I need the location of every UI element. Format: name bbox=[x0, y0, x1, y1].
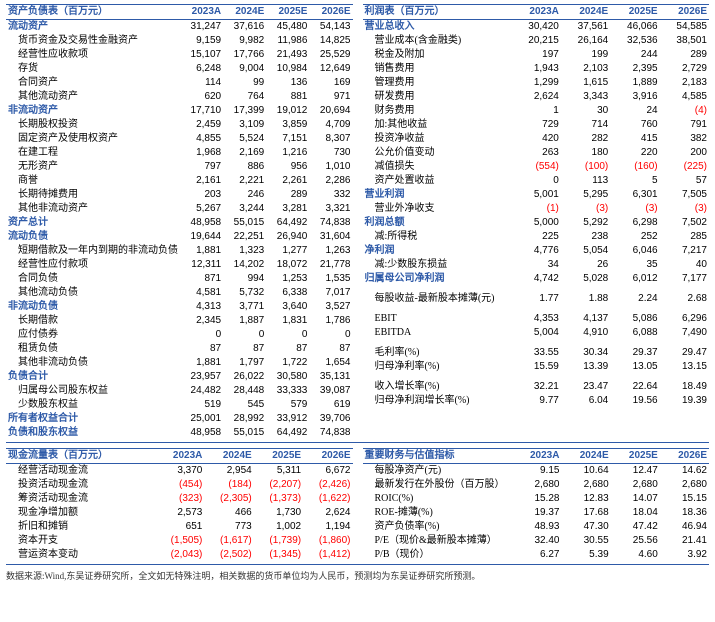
income-statement-table: 利润表（百万元）2023A2024E2025E2026E营业总收入30,4203… bbox=[363, 4, 710, 408]
cashflow-table: 现金流量表（百万元）2023A2024E2025E2026E 经营活动现金流3,… bbox=[6, 448, 353, 562]
footer-note: 数据来源:Wind,东吴证券研究所，全文如无特殊注明，相关数据的货币单位均为人民… bbox=[6, 569, 709, 582]
metrics-table: 重要财务与估值指标2023A2024E2025E2026E 每股净资产(元)9.… bbox=[363, 448, 710, 562]
balance-sheet-table: 资产负债表（百万元）2023A2024E2025E2026E流动资产31,247… bbox=[6, 4, 353, 440]
